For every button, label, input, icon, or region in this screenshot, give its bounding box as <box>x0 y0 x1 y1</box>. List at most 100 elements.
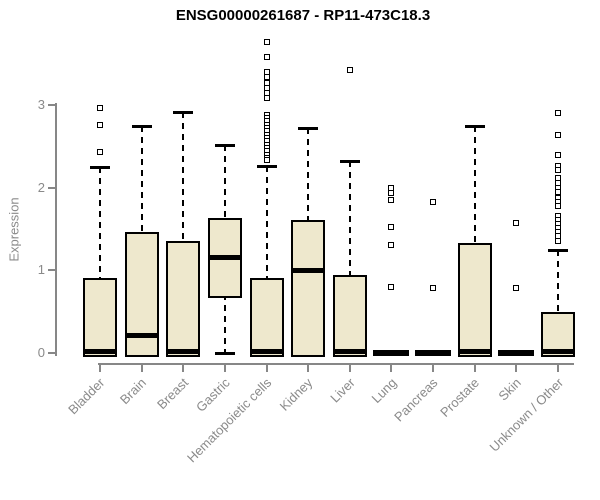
y-tick-label: 1 <box>37 262 45 278</box>
x-category-label: Prostate <box>437 375 483 420</box>
x-tick <box>265 365 268 372</box>
whisker <box>348 161 351 276</box>
x-category-label: Breast <box>153 375 191 413</box>
chart-title: ENSG00000261687 - RP11-473C18.3 <box>175 7 431 24</box>
median-line <box>373 350 410 356</box>
outlier-point <box>263 53 270 60</box>
whisker-cap <box>548 248 569 252</box>
outlier-point <box>263 95 270 102</box>
whisker-cap <box>256 165 277 169</box>
box <box>291 219 326 357</box>
whisker <box>223 294 226 353</box>
x-category-label: Kidney <box>277 375 316 414</box>
outlier-point <box>97 149 103 156</box>
outlier-point <box>346 67 353 74</box>
whisker <box>473 126 476 243</box>
outlier-point <box>263 79 270 86</box>
outlier-point <box>97 105 103 112</box>
outlier-point <box>388 224 395 231</box>
whisker-cap <box>214 144 235 148</box>
whisker <box>99 166 101 278</box>
outlier-point <box>388 283 395 290</box>
x-tick <box>182 365 185 372</box>
outlier-point <box>555 131 562 138</box>
x-tick <box>515 365 518 372</box>
median-line <box>541 349 576 355</box>
x-tick <box>557 365 560 372</box>
outlier-point <box>513 220 520 227</box>
median-line <box>207 255 242 261</box>
outlier-point <box>388 190 395 197</box>
outlier-point <box>555 110 562 117</box>
box <box>166 241 201 357</box>
outlier-point <box>263 157 270 164</box>
whisker-cap <box>339 160 360 164</box>
x-category-label: Lung <box>368 375 400 407</box>
whisker-cap <box>214 352 235 355</box>
x-category-label: Skin <box>495 375 525 404</box>
whisker <box>223 145 226 219</box>
x-tick <box>223 365 226 372</box>
whisker <box>307 128 310 220</box>
x-tick <box>99 365 101 372</box>
median-line <box>291 268 326 274</box>
x-category-label: Gastric <box>192 375 233 415</box>
median-line <box>166 349 201 355</box>
y-tick <box>48 186 55 189</box>
median-line <box>83 349 117 355</box>
x-tick <box>140 365 143 372</box>
x-tick <box>473 365 476 372</box>
median-line <box>249 349 284 355</box>
box <box>457 243 492 357</box>
x-category-label: Pancreas <box>391 375 441 425</box>
x-category-label: Brain <box>117 375 150 408</box>
y-tick <box>48 269 55 272</box>
y-tick-label: 0 <box>37 345 45 360</box>
x-tick <box>348 365 351 372</box>
median-line <box>498 350 535 356</box>
outlier-point <box>388 197 395 203</box>
whisker <box>265 166 268 278</box>
x-tick <box>432 365 435 372</box>
outlier-point <box>430 198 437 205</box>
outlier-point <box>430 284 437 291</box>
whisker-cap <box>131 124 152 128</box>
whisker <box>140 125 143 233</box>
box <box>124 232 159 357</box>
whisker-cap <box>90 165 110 169</box>
outlier-point <box>513 284 520 291</box>
x-tick <box>390 365 393 372</box>
y-axis-label: Expression <box>6 197 22 262</box>
x-category-label: Liver <box>326 375 358 406</box>
outlier-point <box>555 167 562 174</box>
x-tick <box>307 365 310 372</box>
median-line <box>457 349 492 355</box>
whisker-cap <box>464 125 485 129</box>
box <box>332 275 367 357</box>
outlier-point <box>555 151 562 158</box>
x-category-label: Unknown / Other <box>486 375 566 455</box>
median-line <box>124 332 159 338</box>
y-tick-label: 3 <box>37 96 45 112</box>
whisker-cap <box>173 110 194 114</box>
outlier-point <box>555 188 562 195</box>
whisker <box>182 111 185 242</box>
outlier-point <box>97 121 103 128</box>
median-line <box>415 350 452 356</box>
y-tick-label: 2 <box>37 179 45 195</box>
median-line <box>332 348 367 354</box>
x-axis-line <box>98 363 575 365</box>
y-axis-line <box>55 103 57 356</box>
outlier-point <box>263 39 270 46</box>
x-category-label: Bladder <box>65 375 108 418</box>
outlier-point <box>263 73 270 80</box>
box <box>83 277 117 357</box>
whisker <box>557 249 560 312</box>
whisker-cap <box>298 127 319 131</box>
outlier-point <box>555 237 562 244</box>
outlier-point <box>388 242 395 249</box>
y-tick <box>48 103 55 106</box>
outlier-point <box>555 202 562 209</box>
box <box>249 277 284 357</box>
